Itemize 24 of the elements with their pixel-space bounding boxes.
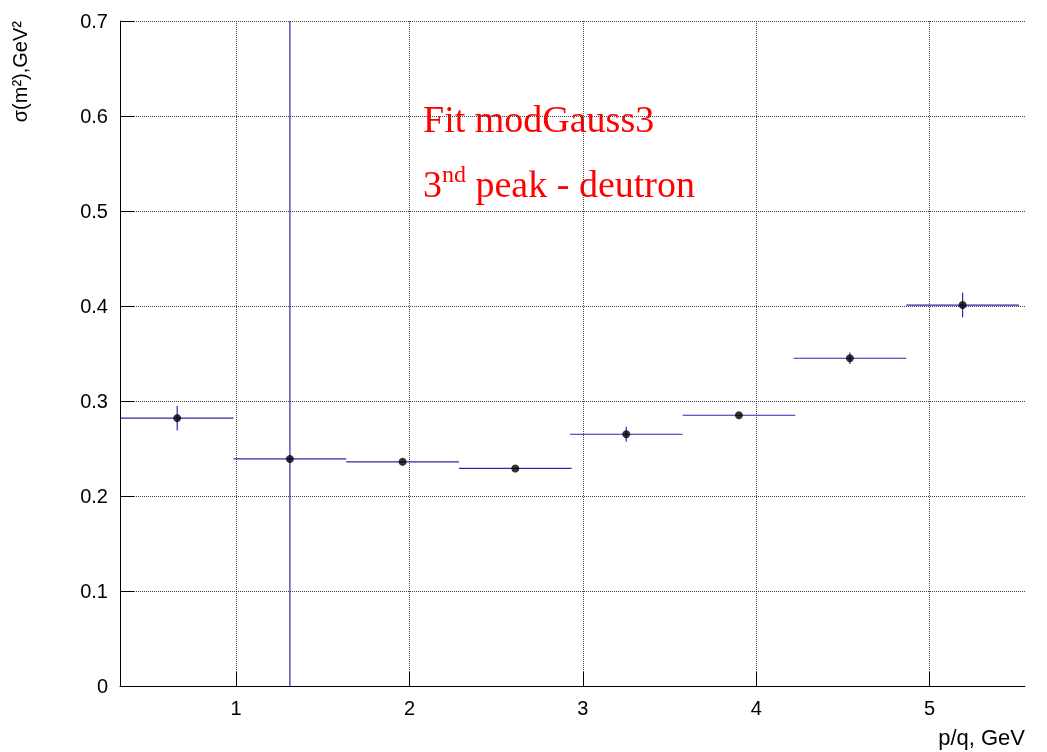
x-tick-label: 1 [230,697,242,719]
point [398,457,407,466]
annotation: Fit modGauss3 [423,98,655,140]
y-tick-label: 0 [96,675,108,697]
point [958,301,967,310]
x-tick-label: 4 [750,697,762,719]
y-tick-label: 0.7 [80,10,108,32]
y-tick-label: 0.3 [80,390,108,412]
point [285,454,294,463]
y-tick-label: 0.4 [80,295,108,317]
x-tick-label: 5 [924,697,936,719]
y-tick-label: 0.5 [80,200,108,222]
x-tick-label: 2 [403,697,416,719]
point [511,464,520,473]
x-tick-label: 3 [577,697,589,719]
y-tick-label: 0.1 [80,580,108,602]
point [734,411,743,420]
point [173,414,182,423]
y-tick-label: 0.2 [80,485,108,507]
y-axis-title: σ(m²),GeV² [9,20,31,123]
x-axis-title: p/q, GeV [938,724,1026,750]
point [845,354,854,363]
y-tick-label: 0.6 [80,105,108,127]
point [622,430,631,439]
